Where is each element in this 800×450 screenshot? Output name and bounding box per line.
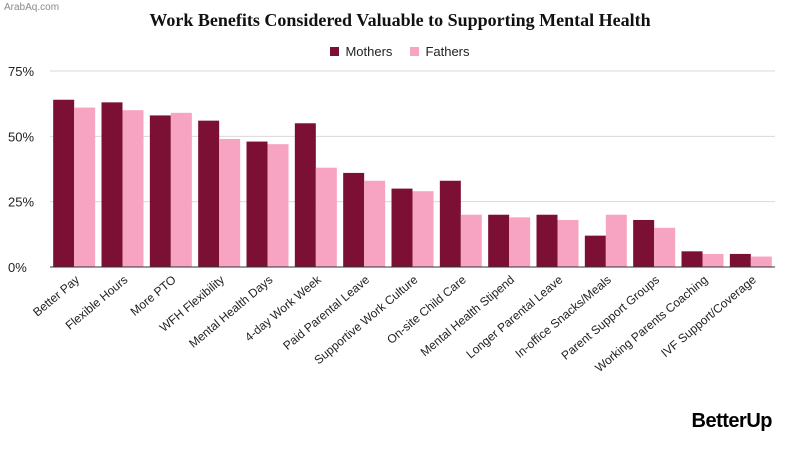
bar-fathers-11 [605, 214, 627, 267]
y-tick-label: 25% [8, 195, 34, 210]
bar-mothers-0 [53, 99, 75, 267]
bar-mothers-12 [633, 219, 655, 267]
x-tick-label: Paid Parental Leave [280, 272, 372, 352]
bar-fathers-5 [315, 167, 337, 267]
bar-fathers-1 [122, 110, 144, 267]
bar-mothers-1 [101, 102, 123, 267]
bar-fathers-9 [509, 217, 531, 267]
x-tick-label: IVF Support/Coverage [658, 272, 759, 360]
brand-logo: BetterUp [691, 410, 773, 432]
bar-mothers-2 [149, 115, 171, 267]
bar-mothers-13 [681, 251, 703, 267]
legend-swatch-fathers [410, 47, 420, 56]
bar-fathers-4 [267, 144, 289, 267]
bar-mothers-5 [294, 123, 316, 268]
bar-fathers-8 [460, 214, 482, 267]
bar-fathers-7 [412, 191, 434, 267]
bar-fathers-10 [557, 219, 579, 267]
bar-fathers-3 [219, 138, 241, 267]
bar-fathers-13 [702, 253, 724, 267]
legend-label-mothers: Mothers [345, 44, 393, 59]
bar-fathers-6 [364, 180, 386, 267]
bar-fathers-14 [750, 256, 772, 267]
bar-mothers-7 [391, 188, 413, 267]
bar-fathers-2 [170, 112, 192, 268]
chart-title: Work Benefits Considered Valuable to Sup… [149, 10, 651, 30]
watermark: ArabAq.com [4, 2, 60, 13]
bar-mothers-9 [488, 214, 510, 267]
legend-item-fathers: Fathers [410, 44, 470, 59]
bar-mothers-3 [198, 120, 220, 267]
bar-mothers-11 [584, 235, 606, 267]
bar-mothers-4 [246, 141, 268, 267]
x-tick-label: Mental Health Days [186, 273, 275, 351]
bar-mothers-6 [343, 172, 365, 267]
y-tick-label: 75% [8, 64, 34, 79]
bar-mothers-14 [729, 253, 751, 267]
legend: Mothers Fathers [0, 44, 800, 59]
legend-label-fathers: Fathers [425, 44, 470, 59]
y-tick-label: 50% [8, 129, 34, 144]
bar-fathers-0 [74, 107, 96, 267]
bar-fathers-12 [654, 227, 676, 267]
legend-item-mothers: Mothers [330, 44, 392, 59]
legend-swatch-mothers [330, 47, 340, 56]
bar-mothers-8 [439, 180, 461, 267]
bar-mothers-10 [536, 214, 558, 267]
y-tick-label: 0% [8, 260, 27, 275]
